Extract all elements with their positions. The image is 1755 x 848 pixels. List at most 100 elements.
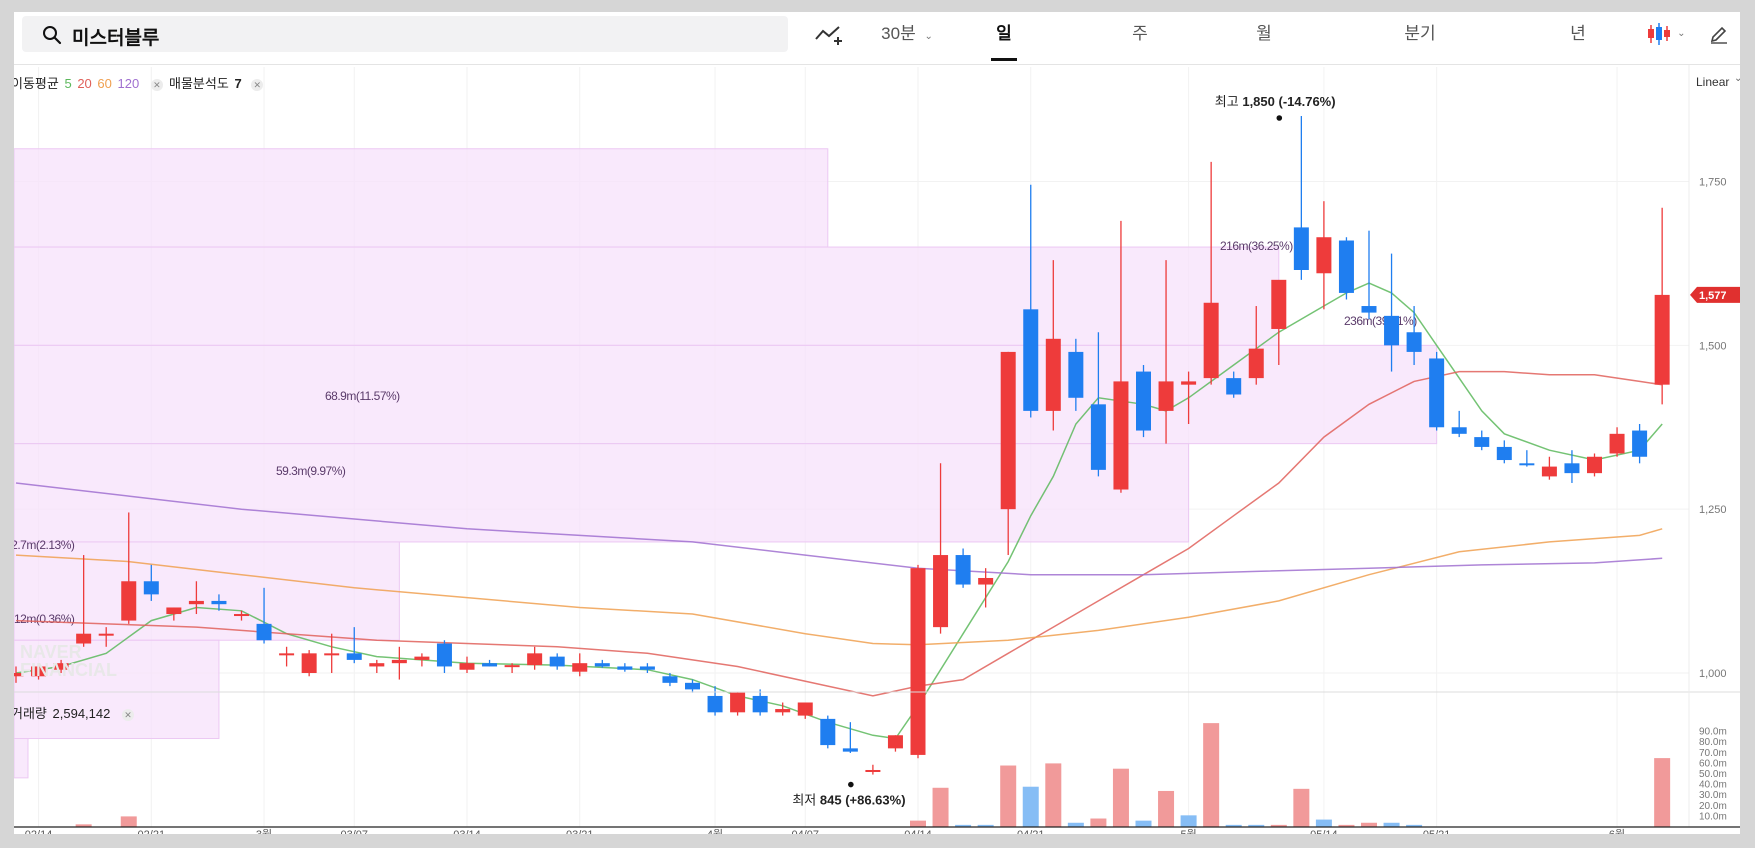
tab-quarter[interactable]: 분기	[1390, 20, 1450, 48]
candle[interactable]	[662, 673, 678, 687]
candle[interactable]	[865, 764, 881, 775]
candle[interactable]	[1654, 207, 1670, 405]
candle[interactable]	[1158, 260, 1174, 444]
y-tick-label: 1,250	[1699, 504, 1727, 516]
scale-mode-select[interactable]: Linear	[1696, 75, 1729, 89]
candle[interactable]	[1338, 237, 1354, 300]
candle[interactable]	[797, 702, 813, 719]
candle[interactable]	[1068, 338, 1084, 411]
candle[interactable]	[234, 610, 249, 621]
candle[interactable]	[369, 659, 385, 674]
candle[interactable]	[166, 607, 182, 621]
candle[interactable]	[933, 463, 949, 634]
candle[interactable]	[775, 702, 791, 716]
candle[interactable]	[98, 627, 114, 647]
candle[interactable]	[14, 666, 24, 683]
candle[interactable]	[76, 555, 92, 647]
candle[interactable]	[301, 650, 317, 677]
volume-bar	[1158, 790, 1175, 827]
candle[interactable]	[1361, 230, 1377, 320]
candle-body	[933, 555, 949, 628]
tab-week[interactable]: 주	[1110, 20, 1170, 48]
candle[interactable]	[414, 653, 430, 667]
close-icon[interactable]: ✕	[150, 78, 163, 91]
volume-legend[interactable]: 거래량 2,594,142 ✕	[14, 703, 136, 722]
low-value: 845 (+86.63%)	[820, 793, 906, 808]
chart-type-select[interactable]: ⌄	[1641, 20, 1691, 48]
candle[interactable]	[842, 722, 858, 753]
candle[interactable]	[1293, 116, 1309, 280]
candle[interactable]	[1316, 201, 1332, 310]
candle[interactable]	[256, 587, 272, 644]
candle[interactable]	[1248, 306, 1264, 385]
candle[interactable]	[978, 568, 994, 608]
candle[interactable]	[1564, 450, 1580, 483]
candle[interactable]	[1496, 440, 1512, 464]
candle[interactable]	[707, 686, 723, 716]
tab-year[interactable]: 년	[1548, 20, 1608, 48]
close-icon[interactable]: ✕	[121, 708, 134, 721]
candle[interactable]	[1113, 220, 1129, 493]
candle[interactable]	[752, 689, 768, 716]
candle[interactable]	[1451, 410, 1467, 438]
candle[interactable]	[887, 735, 903, 752]
candle[interactable]	[1000, 351, 1016, 556]
search-input[interactable]: 미스터블루	[72, 28, 160, 49]
candle[interactable]	[594, 659, 610, 668]
tab-quarter-label: 분기	[1404, 24, 1436, 43]
candle[interactable]	[482, 659, 498, 667]
candle[interactable]	[617, 663, 633, 672]
candle[interactable]	[1609, 427, 1625, 457]
candle-body	[482, 663, 498, 667]
candle[interactable]	[346, 627, 362, 664]
candle[interactable]	[1271, 279, 1287, 366]
candle[interactable]	[730, 692, 746, 716]
candle[interactable]	[324, 633, 340, 674]
candle[interactable]	[1023, 184, 1039, 418]
candle[interactable]	[1519, 450, 1535, 467]
candle[interactable]	[910, 564, 926, 759]
search-box[interactable]: 미스터블루	[22, 16, 788, 52]
candle[interactable]	[1136, 365, 1151, 438]
candle[interactable]	[143, 564, 159, 601]
candle[interactable]	[504, 663, 520, 674]
interval-select[interactable]: 30분 ⌄	[872, 20, 942, 48]
candle[interactable]	[1045, 260, 1061, 431]
candle[interactable]	[391, 646, 407, 680]
candle[interactable]	[211, 594, 227, 611]
candle[interactable]	[121, 512, 137, 624]
candle[interactable]	[1429, 351, 1445, 431]
indicator-add-button[interactable]	[809, 20, 849, 48]
ma-legend[interactable]: 이동평균 5 20 60 120 ✕	[14, 73, 165, 92]
candle[interactable]	[1587, 453, 1602, 477]
candle[interactable]	[527, 646, 543, 670]
candle[interactable]	[1203, 161, 1219, 385]
candle[interactable]	[459, 656, 475, 674]
candle[interactable]	[1384, 253, 1400, 372]
tab-day[interactable]: 일	[974, 20, 1034, 48]
candle[interactable]	[1090, 332, 1106, 477]
chart-canvas[interactable]: 216m(36.25%) 236m(39.71%) 68.9m(11.57%) 59.…	[14, 12, 1740, 834]
candle[interactable]	[1406, 306, 1422, 366]
search-icon	[43, 26, 62, 45]
candle[interactable]	[820, 715, 836, 749]
volume-profile-legend[interactable]: 매물분석도 7 ✕	[169, 73, 265, 92]
candle[interactable]	[1541, 456, 1557, 480]
candle[interactable]	[1632, 423, 1648, 464]
tab-month[interactable]: 월	[1234, 20, 1294, 48]
candle[interactable]	[1226, 371, 1242, 398]
candle[interactable]	[188, 581, 204, 615]
candle[interactable]	[31, 663, 47, 680]
candle[interactable]	[549, 653, 565, 670]
candle[interactable]	[436, 640, 452, 674]
candle[interactable]	[572, 653, 588, 677]
candle[interactable]	[1474, 430, 1490, 451]
candle[interactable]	[1181, 371, 1197, 424]
candle[interactable]	[639, 663, 655, 674]
candle[interactable]	[279, 646, 295, 667]
close-icon[interactable]: ✕	[251, 78, 264, 91]
draw-tool-button[interactable]	[1704, 20, 1734, 48]
candle[interactable]	[685, 679, 700, 693]
candle[interactable]	[53, 659, 69, 674]
candle[interactable]	[955, 548, 971, 588]
